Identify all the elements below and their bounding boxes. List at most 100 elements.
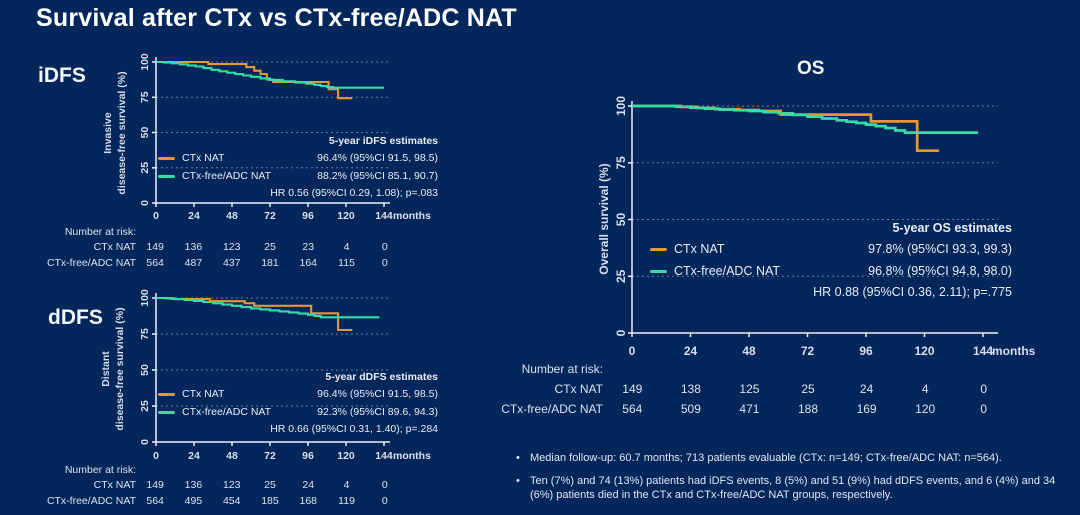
svg-text:25: 25	[139, 400, 151, 412]
svg-text:Overall survival (%): Overall survival (%)	[597, 163, 611, 274]
footnote-text: Median follow-up: 60.7 months; 713 patie…	[530, 452, 1002, 464]
svg-text:0: 0	[614, 329, 628, 336]
risk-value: 25	[264, 241, 276, 253]
ctx-free-line-swatch	[158, 410, 175, 414]
risk-value: 0	[980, 382, 988, 396]
legend-item: CTx-free/ADC NAT	[650, 264, 780, 278]
risk-value: 564	[146, 494, 164, 507]
legend-row-ctx-free: CTx-free/ADC NAT 92.3% (95%CI 89.6, 94.3…	[158, 403, 438, 421]
svg-text:100: 100	[614, 96, 628, 116]
risk-value: 25	[801, 382, 815, 396]
footnote-item: • Median follow-up: 60.7 months; 713 pat…	[516, 452, 1080, 465]
risk-value: 168	[299, 494, 318, 507]
risk-table-title: Number at risk:	[521, 362, 603, 376]
section-label-os: OS	[797, 58, 825, 79]
svg-text:Invasive: Invasive	[102, 112, 114, 154]
legend-label: CTx NAT	[182, 152, 225, 164]
risk-row: CTx NAT 149 138 125 25 24 4 0	[413, 379, 1013, 399]
svg-text:48: 48	[226, 450, 238, 462]
legend-label: CTx-free/ADC NAT	[182, 170, 272, 182]
risk-value: 564	[622, 402, 643, 416]
risk-value: 115	[338, 256, 355, 269]
svg-text:Distant: Distant	[100, 351, 112, 387]
svg-text:months: months	[992, 344, 1036, 358]
estimate-value: 97.8% (95%CI 93.3, 99.3)	[868, 242, 1012, 256]
svg-text:48: 48	[226, 210, 238, 222]
risk-value: 24	[302, 479, 315, 491]
svg-text:50: 50	[139, 127, 151, 139]
legend-row-ctx-free: CTx-free/ADC NAT 88.2% (95%CI 85.1, 90.7…	[158, 167, 438, 185]
risk-value: 136	[184, 479, 203, 491]
risk-value: 125	[739, 382, 760, 396]
risk-value: 120	[915, 402, 936, 416]
svg-text:72: 72	[801, 344, 815, 358]
risk-group-label: CTx NAT	[93, 241, 136, 253]
svg-text:144: 144	[375, 210, 393, 222]
svg-text:75: 75	[614, 156, 628, 170]
svg-text:48: 48	[742, 344, 756, 358]
ctx-nat-line-swatch	[650, 247, 667, 251]
svg-text:96: 96	[302, 450, 314, 462]
risk-value: 0	[381, 256, 388, 269]
svg-text:25: 25	[614, 269, 628, 283]
hazard-ratio-line: HR 0.88 (95%CI 0.36, 2.11); p=.775	[813, 285, 1012, 299]
svg-text:75: 75	[139, 328, 151, 340]
risk-value: 471	[739, 402, 760, 416]
estimate-value: 96.8% (95%CI 94.8, 98.0)	[868, 264, 1012, 278]
bullet-icon: •	[516, 452, 520, 464]
svg-text:72: 72	[264, 450, 276, 462]
risk-group-label: CTx NAT	[554, 382, 603, 396]
estimates-heading: 5-year iDFS estimates	[328, 135, 438, 147]
legend-label: CTx NAT	[182, 388, 225, 400]
risk-value: 24	[859, 382, 874, 396]
risk-table-title: Number at risk:	[64, 226, 136, 238]
legend-item: CTx NAT	[650, 242, 724, 256]
svg-text:75: 75	[139, 91, 151, 103]
km-curve-os	[632, 104, 979, 134]
bullet-icon: •	[516, 475, 520, 488]
risk-row: CTx NAT 149 136 123 25 24 4 0	[0, 478, 404, 494]
risk-value: 149	[146, 479, 164, 491]
legend-row-ctx-free: CTx-free/ADC NAT 96.8% (95%CI 94.8, 98.0…	[650, 260, 1012, 282]
risk-group-label: CTx-free/ADC NAT	[46, 494, 136, 507]
svg-text:0: 0	[139, 200, 151, 206]
svg-text:144: 144	[375, 450, 393, 462]
legend-row-ctx-nat: CTx NAT 96.4% (95%CI 91.5, 98.5)	[158, 149, 438, 167]
svg-text:months: months	[393, 450, 431, 462]
svg-text:100: 100	[139, 289, 151, 307]
estimates-block-idfs: 5-year iDFS estimates CTx NAT 96.4% (95%…	[158, 133, 438, 201]
svg-text:disease-free survival (%): disease-free survival (%)	[116, 71, 128, 194]
risk-table-ddfs: Number at risk: CTx NAT 149 136 123 25 24 4 0 CTx…	[0, 462, 404, 509]
risk-value: 169	[856, 402, 877, 416]
risk-value: 495	[184, 494, 203, 507]
risk-group-label: CTx NAT	[93, 479, 136, 491]
legend-row-ctx-nat: CTx NAT 96.4% (95%CI 91.5, 98.5)	[158, 385, 438, 403]
svg-text:50: 50	[614, 213, 628, 227]
legend-item: CTx-free/ADC NAT	[158, 406, 271, 418]
legend-label: CTx-free/ADC NAT	[674, 264, 781, 278]
legend-label: CTx NAT	[674, 242, 725, 256]
risk-value: 119	[338, 494, 355, 507]
risk-group-label: CTx-free/ADC NAT	[501, 402, 603, 416]
risk-value: 454	[222, 494, 241, 507]
svg-text:96: 96	[859, 344, 873, 358]
km-curve-idfs	[156, 60, 353, 100]
risk-table-os: Number at risk: CTx NAT 149 138 125 25 24 4 0 CTx…	[413, 360, 1013, 419]
km-curve-ddfs	[156, 296, 353, 332]
risk-value: 181	[261, 256, 279, 269]
risk-value: 0	[980, 402, 988, 416]
footnote-text: Ten (7%) and 74 (13%) patients had iDFS …	[530, 475, 1056, 501]
estimates-heading: 5-year dDFS estimates	[325, 371, 438, 383]
hazard-ratio-line: HR 0.56 (95%CI 0.29, 1.08); p=.083	[270, 187, 438, 199]
svg-text:120: 120	[914, 344, 934, 358]
ctx-nat-line-swatch	[158, 156, 175, 160]
estimates-block-os: 5-year OS estimates CTx NAT 97.8% (95%CI…	[650, 218, 1012, 302]
section-label-idfs: iDFS	[38, 64, 86, 87]
risk-value: 0	[381, 494, 388, 507]
estimate-value: 92.3% (95%CI 89.6, 94.3)	[317, 406, 438, 418]
risk-row: CTx NAT 149 136 123 25 23 4 0	[0, 240, 404, 256]
risk-value: 185	[261, 494, 279, 507]
footnote-item: • Ten (7%) and 74 (13%) patients had iDF…	[516, 475, 1080, 502]
